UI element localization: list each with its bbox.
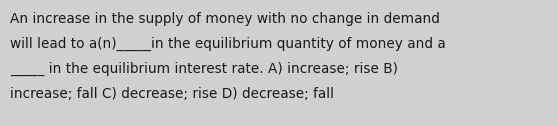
Text: increase; fall C) decrease; rise D) decrease; fall: increase; fall C) decrease; rise D) decr… (10, 87, 334, 101)
Text: will lead to a(n)_____in the equilibrium quantity of money and a: will lead to a(n)_____in the equilibrium… (10, 37, 446, 51)
Text: _____ in the equilibrium interest rate. A) increase; rise B): _____ in the equilibrium interest rate. … (10, 62, 398, 76)
Text: An increase in the supply of money with no change in demand: An increase in the supply of money with … (10, 12, 440, 26)
